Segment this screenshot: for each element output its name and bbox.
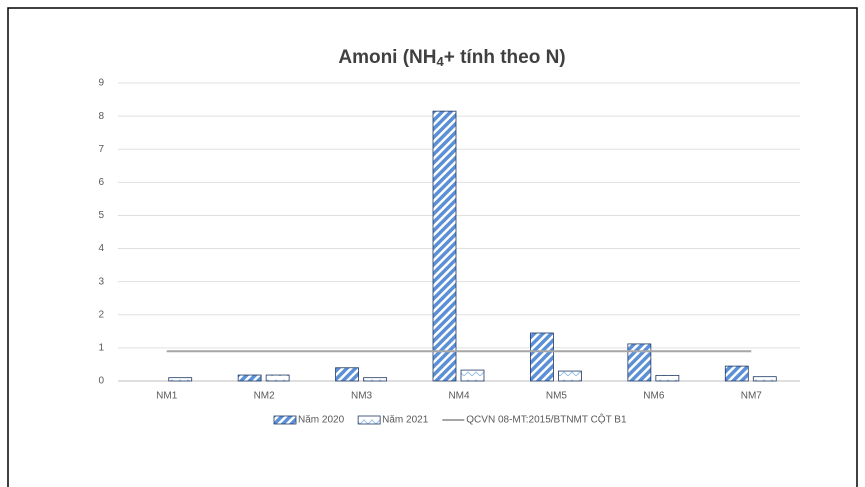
legend-label: Năm 2020 [298,415,345,426]
chart-frame [7,7,858,487]
bar [724,365,749,382]
y-tick-label: 2 [98,309,104,320]
y-tick-label: 3 [98,276,104,287]
y-tick-label: 5 [98,210,104,221]
bar [655,374,680,382]
bar [265,374,290,382]
x-tick-label: NM3 [351,391,373,402]
y-tick-label: 8 [98,111,104,122]
bar [752,376,777,382]
bar [335,367,359,382]
y-tick-label: 0 [98,376,104,387]
bar [237,374,262,382]
y-tick-label: 9 [98,78,104,89]
legend-swatch [357,415,381,425]
x-tick-label: NM5 [546,391,568,402]
y-tick-label: 1 [98,343,104,354]
bar [558,370,582,382]
bar [460,369,485,382]
y-tick-label: 7 [98,144,104,155]
y-tick-label: 4 [98,243,104,254]
x-tick-label: NM4 [448,391,470,402]
bar [627,343,652,382]
y-tick-label: 6 [98,177,104,188]
bar [432,110,457,382]
x-tick-label: NM7 [741,391,763,402]
legend-label: QCVN 08-MT:2015/BTNMT CỘT B1 [466,413,627,426]
legend-swatch [273,415,297,425]
bar [168,377,193,382]
bar [363,377,387,382]
x-tick-label: NM2 [254,391,276,402]
x-tick-label: NM6 [643,391,665,402]
x-tick-label: NM1 [156,391,178,402]
bar [530,332,554,382]
chart-title: Amoni (NH4+ tính theo N) [338,47,565,69]
legend-label: Năm 2021 [382,415,429,426]
